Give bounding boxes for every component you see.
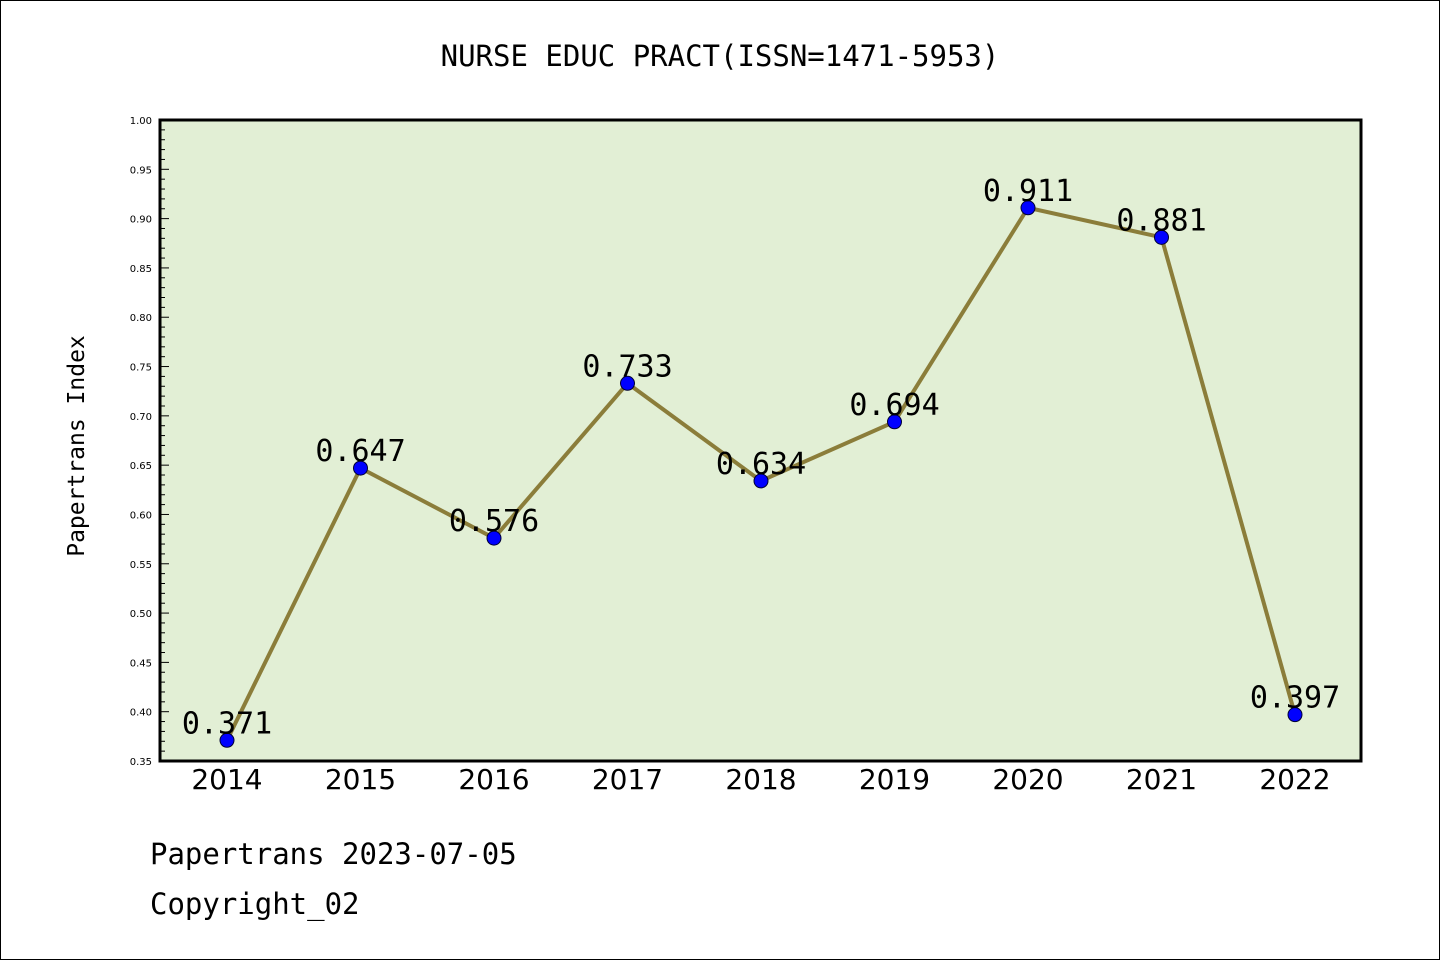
y-tick-label: 0.45: [130, 658, 152, 669]
data-markers: [219, 200, 1303, 748]
data-label: 0.397: [1250, 681, 1340, 716]
y-tick-label: 0.75: [130, 363, 152, 374]
x-tick-label: 2018: [725, 763, 796, 796]
y-axis-tick-labels: 0.35 0.40 0.45 0.50 0.55 0.60 0.65 0.70 0.75 0.80…: [130, 116, 152, 768]
data-point: [353, 460, 368, 476]
x-tick-label: 2020: [992, 763, 1063, 796]
plot-border: [158, 118, 1363, 763]
y-tick-label: 0.50: [130, 609, 152, 620]
y-tick-label: 0.60: [130, 510, 152, 521]
x-tick-label: 2015: [325, 763, 396, 796]
y-tick-label: 0.70: [130, 412, 152, 423]
y-axis-label: Papertrans Index: [64, 335, 90, 557]
data-point: [620, 375, 635, 391]
data-label: 0.576: [449, 504, 539, 539]
x-tick-label: 2016: [458, 763, 529, 796]
chart-title: NURSE EDUC PRACT(ISSN=1471-5953): [441, 39, 1000, 73]
x-tick-label: 2022: [1259, 763, 1330, 796]
data-label: 0.634: [716, 447, 806, 482]
y-tick-label: 0.85: [130, 264, 152, 275]
x-axis-tick-labels: 2014 2015 2016 2017 2018 2019 2020 2021 2022: [191, 763, 1330, 796]
data-point: [1020, 200, 1036, 216]
data-point: [486, 530, 502, 546]
x-tick-label: 2017: [592, 763, 663, 796]
data-label: 0.881: [1116, 203, 1206, 238]
data-label: 0.647: [315, 434, 405, 469]
data-point: [887, 414, 902, 430]
data-point: [1154, 229, 1169, 245]
plot-area: [160, 120, 1361, 761]
data-labels: 0.371 0.647 0.576 0.733 0.634 0.694 0.911 0.881…: [182, 174, 1340, 742]
data-label: 0.694: [849, 388, 939, 423]
data-label: 0.911: [983, 174, 1073, 209]
x-tick-label: 2019: [859, 763, 930, 796]
x-tick-label: 2014: [191, 763, 262, 796]
y-tick-label: 0.80: [130, 313, 152, 324]
y-tick-label: 1.00: [130, 116, 152, 127]
y-tick-label: 0.95: [130, 165, 152, 176]
data-label: 0.733: [582, 349, 672, 384]
footer-copyright: Copyright_02: [150, 887, 360, 922]
data-label: 0.371: [182, 706, 272, 741]
data-point: [753, 473, 769, 489]
data-point: [1287, 707, 1303, 723]
x-tick-label: 2021: [1126, 763, 1197, 796]
y-tick-label: 0.90: [130, 215, 152, 226]
footer-date: Papertrans 2023-07-05: [150, 837, 517, 871]
y-tick-label: 0.35: [130, 757, 152, 768]
y-tick-label: 0.65: [130, 461, 152, 472]
y-tick-label: 0.40: [130, 708, 152, 719]
y-tick-label: 0.55: [130, 560, 152, 571]
data-point: [219, 732, 235, 748]
